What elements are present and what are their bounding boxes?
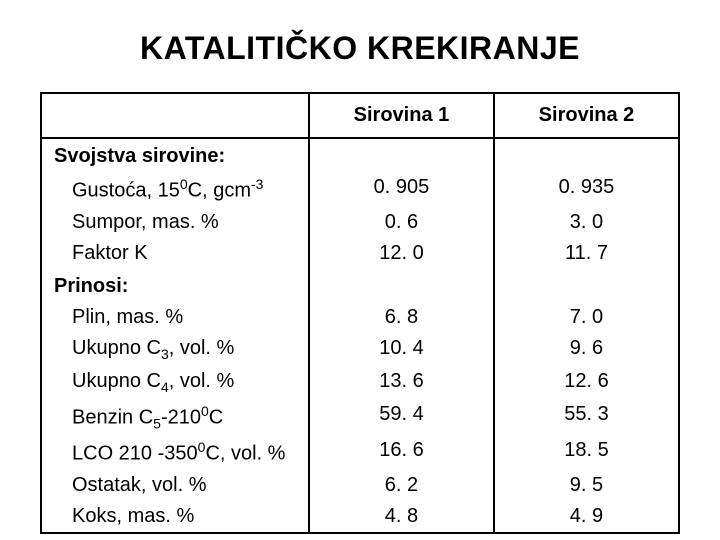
header-sirovina2: Sirovina 2	[494, 93, 679, 138]
table-body: Svojstva sirovine:Gustoća, 150C, gcm-30.…	[41, 138, 679, 533]
data-table: Sirovina 1 Sirovina 2 Svojstva sirovine:…	[40, 92, 680, 534]
value-sirovina2: 9. 6	[494, 333, 679, 366]
cell-empty	[309, 269, 494, 302]
value-sirovina2: 7. 0	[494, 302, 679, 333]
value-sirovina2: 0. 935	[494, 172, 679, 207]
row-label: Ukupno C3, vol. %	[41, 333, 309, 366]
value-sirovina2: 11. 7	[494, 238, 679, 269]
row-label: Sumpor, mas. %	[41, 207, 309, 238]
value-sirovina2: 12. 6	[494, 366, 679, 399]
table-row: Ukupno C4, vol. %13. 612. 6	[41, 366, 679, 399]
value-sirovina1: 12. 0	[309, 238, 494, 269]
value-sirovina2: 3. 0	[494, 207, 679, 238]
row-label: Gustoća, 150C, gcm-3	[41, 172, 309, 207]
value-sirovina1: 6. 2	[309, 470, 494, 501]
cell-empty	[309, 138, 494, 172]
value-sirovina1: 13. 6	[309, 366, 494, 399]
table-header-row: Sirovina 1 Sirovina 2	[41, 93, 679, 138]
page-title: KATALITIČKO KREKIRANJE	[40, 30, 680, 67]
value-sirovina2: 55. 3	[494, 399, 679, 436]
row-label: Koks, mas. %	[41, 501, 309, 533]
section-heading-row: Svojstva sirovine:	[41, 138, 679, 172]
table-row: Faktor K12. 011. 7	[41, 238, 679, 269]
value-sirovina1: 16. 6	[309, 435, 494, 470]
section-heading-row: Prinosi:	[41, 269, 679, 302]
table-row: Koks, mas. %4. 84. 9	[41, 501, 679, 533]
row-label: Benzin C5-2100C	[41, 399, 309, 436]
value-sirovina2: 4. 9	[494, 501, 679, 533]
value-sirovina1: 6. 8	[309, 302, 494, 333]
header-sirovina1: Sirovina 1	[309, 93, 494, 138]
section-heading-label: Svojstva sirovine:	[41, 138, 309, 172]
slide-page: KATALITIČKO KREKIRANJE Sirovina 1 Sirovi…	[0, 0, 720, 540]
section-heading-label: Prinosi:	[41, 269, 309, 302]
value-sirovina1: 0. 905	[309, 172, 494, 207]
cell-empty	[494, 138, 679, 172]
row-label: LCO 210 -3500C, vol. %	[41, 435, 309, 470]
value-sirovina2: 18. 5	[494, 435, 679, 470]
row-label: Ostatak, vol. %	[41, 470, 309, 501]
table-row: Ukupno C3, vol. %10. 49. 6	[41, 333, 679, 366]
value-sirovina1: 0. 6	[309, 207, 494, 238]
value-sirovina1: 59. 4	[309, 399, 494, 436]
header-blank	[41, 93, 309, 138]
cell-empty	[494, 269, 679, 302]
table-row: Benzin C5-2100C59. 455. 3	[41, 399, 679, 436]
table-row: LCO 210 -3500C, vol. %16. 618. 5	[41, 435, 679, 470]
row-label: Ukupno C4, vol. %	[41, 366, 309, 399]
table-row: Plin, mas. %6. 87. 0	[41, 302, 679, 333]
table-row: Ostatak, vol. %6. 29. 5	[41, 470, 679, 501]
table-row: Gustoća, 150C, gcm-30. 9050. 935	[41, 172, 679, 207]
value-sirovina2: 9. 5	[494, 470, 679, 501]
value-sirovina1: 4. 8	[309, 501, 494, 533]
row-label: Plin, mas. %	[41, 302, 309, 333]
value-sirovina1: 10. 4	[309, 333, 494, 366]
row-label: Faktor K	[41, 238, 309, 269]
table-row: Sumpor, mas. %0. 63. 0	[41, 207, 679, 238]
